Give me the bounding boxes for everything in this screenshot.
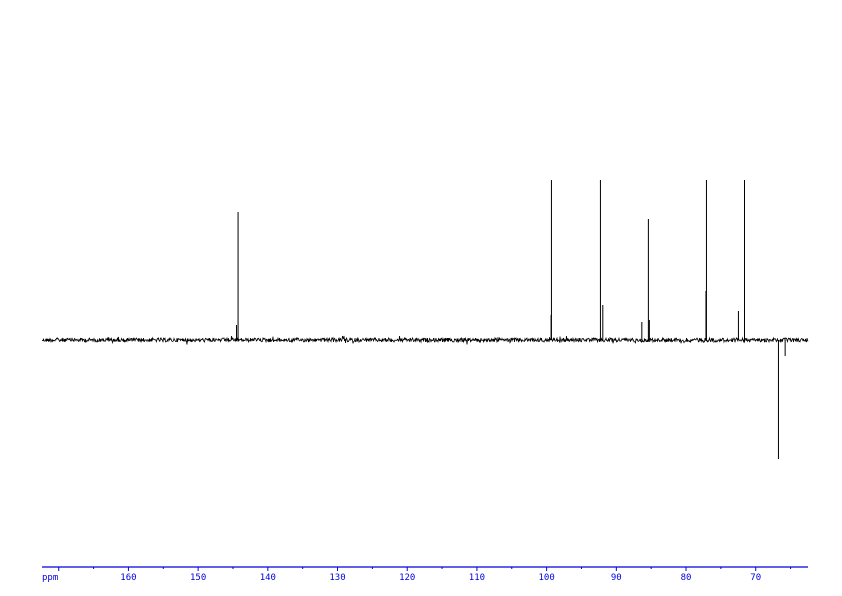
tick-label-100: 100 (538, 573, 554, 583)
spectrum-trace (41, 180, 809, 459)
baseline-noise (41, 335, 809, 345)
tick-label-80: 80 (681, 573, 692, 583)
tick-label-160: 160 (120, 573, 136, 583)
tick-label-110: 110 (469, 573, 485, 583)
tick-label-70: 70 (750, 573, 761, 583)
tick-label-90: 90 (611, 573, 622, 583)
x-axis-label: ppm (42, 573, 58, 583)
tick-label-120: 120 (399, 573, 415, 583)
tick-label-140: 140 (260, 573, 276, 583)
x-axis: ppm 160 150 140 130 120 110 100 90 80 70 (42, 566, 808, 583)
tick-label-150: 150 (190, 573, 206, 583)
tick-label-130: 130 (329, 573, 345, 583)
